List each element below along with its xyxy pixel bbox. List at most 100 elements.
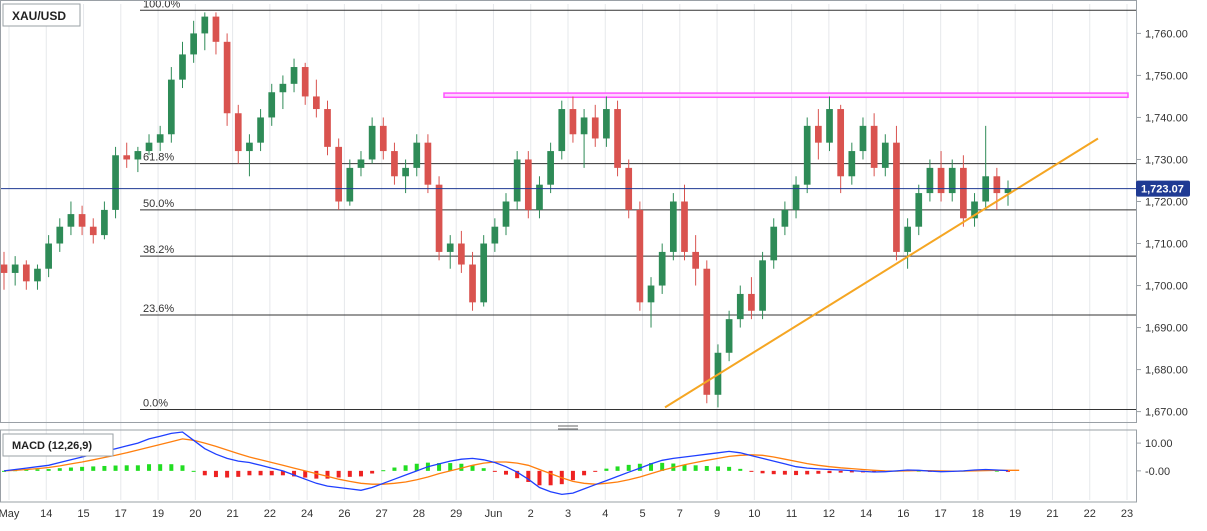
macd-histogram-bar [158,464,163,471]
fib-level-label: 100.0% [143,0,181,10]
candle-body [859,125,867,152]
macd-histogram-bar [169,464,174,471]
candle-body [45,243,52,269]
macd-histogram-bar [247,470,252,476]
price-tick-label: 1,740.00 [1145,112,1188,124]
macd-histogram-bar [414,463,419,471]
price-tick-label: 1,730.00 [1145,154,1188,166]
macd-histogram-bar [794,470,799,476]
candle-body [145,142,153,152]
macd-histogram-bar [135,465,140,471]
price-tick-label: 1,700.00 [1145,281,1188,293]
candle-body [881,142,889,168]
macd-label-text: MACD (12,26,9) [12,440,92,452]
price-tick-label: 1,670.00 [1145,407,1188,419]
candle-body [89,226,97,236]
x-tick-label: 11 [786,508,797,520]
macd-panel [2,431,1020,496]
price-tick-label: 1,680.00 [1145,365,1188,377]
macd-histogram-bar [381,470,386,472]
macd-histogram-bar [838,470,843,473]
candle-body [893,142,900,252]
macd-histogram-bar [526,470,531,482]
candle-body [781,209,789,227]
macd-histogram-bar [760,470,765,474]
macd-label-box [2,433,114,457]
last-price-label: 1,723.07 [1136,180,1190,197]
x-tick-label: 20 [189,508,201,520]
x-tick-label: 12 [823,508,835,520]
candle-body [971,201,978,219]
candle-body [904,226,911,252]
trendline [664,137,1099,409]
macd-histogram-bar [771,470,776,475]
candle-body [469,264,476,303]
candle-body [558,109,566,152]
candle-body [536,184,543,210]
price-tick-label: 1,690.00 [1145,323,1188,335]
last-price-text: 1,723.07 [1141,184,1184,196]
candle-body [246,142,253,152]
fib-level-label: 38.2% [143,244,174,256]
resistance-zone [443,92,1129,99]
macd-histogram-bar [816,470,821,474]
macd-histogram-bar [548,470,553,486]
macd-histogram-bar [57,468,62,471]
macd-histogram-bar [994,470,999,472]
candle-body [324,109,331,147]
macd-histogram-bar [849,470,854,473]
macd-histogram-bar [504,470,508,475]
fibonacci-levels: 100.0% 61.8% 50.0% 38.2% 23.6% 0.0% [140,0,1136,410]
macd-histogram-bar [269,470,274,476]
candle-body [435,184,443,252]
candle-body [848,151,856,177]
macd-histogram-bar [660,462,665,471]
fib-level-label: 0.0% [143,397,168,409]
macd-histogram-bar [2,470,6,472]
last-price-badge [1136,180,1190,197]
macd-histogram-bar [738,468,743,471]
fib-level-label: 61.8% [143,152,174,164]
candle-body [346,167,354,202]
x-tick-label: 15 [77,508,89,520]
candle-body [0,264,8,273]
candle-body [301,67,309,97]
x-axis: May 14 15 17 19 20 21 22 24 26 27 28 29 Jun 2 3 4 5 7 9 10 11… [0,508,1133,520]
x-tick-label: 17 [935,508,947,520]
x-tick-label: 14 [860,508,872,520]
macd-histogram-bar [292,470,297,477]
candle-body [826,109,833,143]
candle-body [257,117,264,143]
pane-resize-handle[interactable] [558,425,578,430]
macd-histogram-bar [582,470,587,476]
macd-histogram-bar [615,466,620,471]
x-tick-label: 21 [226,508,238,520]
x-tick-label: 7 [677,508,683,520]
candle-body [614,109,621,168]
x-tick-label: 23 [1121,508,1133,520]
macd-histogram-bar [80,466,85,471]
macd-histogram-bar [459,463,464,471]
x-tick-label: 22 [1084,508,1096,520]
fib-level-label: 50.0% [143,198,174,210]
x-tick-label: 16 [897,508,909,520]
x-tick-label: 22 [264,508,276,520]
candle-body [22,264,30,282]
macd-tick-label: -0.00 [1145,466,1170,478]
macd-histogram-bar [492,470,497,472]
candle-body [279,83,287,93]
candle-body [379,125,387,152]
candle-body [580,117,588,135]
candle-body [56,226,64,244]
macd-histogram-bar [191,470,196,472]
macd-histogram-bar [280,470,285,476]
candle-body [960,167,967,219]
macd-histogram-bar [570,470,575,481]
candle-body [502,201,510,227]
candle-body [458,243,465,265]
x-tick-label: 28 [413,508,425,520]
candle-body [234,113,242,152]
candle-body [123,155,131,160]
ticker-box [2,3,81,27]
candle-body [313,96,320,110]
